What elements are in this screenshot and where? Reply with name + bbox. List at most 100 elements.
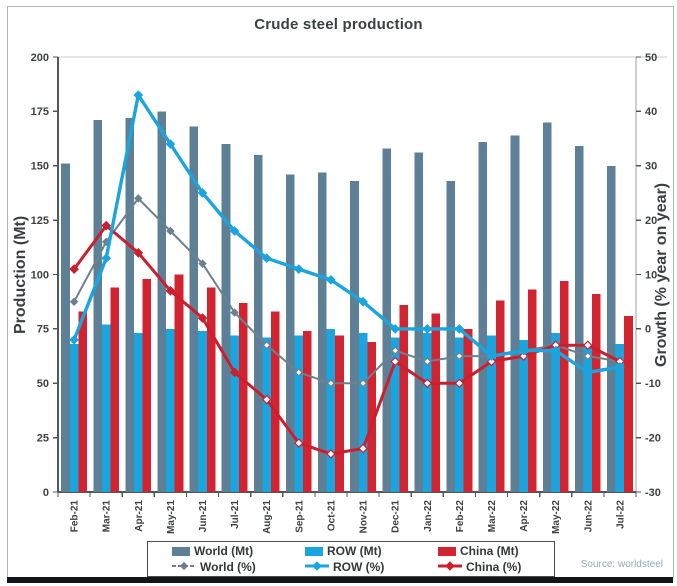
marker-diamond-icon — [550, 345, 561, 356]
bar — [446, 181, 456, 492]
china-mt-swatch-icon — [438, 546, 456, 556]
x-tick-label: Oct-21 — [326, 500, 337, 532]
x-tick-label: Dec-21 — [391, 500, 402, 533]
left-tick-label: 125 — [31, 215, 49, 227]
legend-label: World (%) — [200, 560, 256, 574]
bar — [390, 337, 400, 492]
marker-diamond-icon — [101, 220, 112, 231]
marker-diamond-icon — [326, 449, 336, 459]
bar — [271, 311, 280, 492]
bar — [157, 111, 167, 493]
marker-diamond-icon — [422, 378, 433, 389]
bottom-border — [7, 577, 673, 583]
marker-diamond-icon — [261, 394, 272, 405]
bar — [358, 333, 368, 492]
bar — [510, 135, 520, 493]
x-tick-label: May-22 — [551, 500, 562, 534]
bar — [303, 331, 312, 492]
bar — [463, 328, 473, 492]
marker-diamond-icon — [69, 297, 79, 306]
x-tick-label: Jul-21 — [230, 500, 241, 529]
world-pct-line-marker-icon — [172, 558, 196, 576]
marker-diamond-icon — [294, 368, 304, 377]
bar — [350, 181, 359, 492]
right-tick-label: 50 — [645, 52, 657, 64]
bar — [431, 313, 441, 492]
marker-diamond-icon — [486, 351, 497, 361]
bar — [527, 289, 537, 492]
legend-item-china-mt: China (Mt) — [438, 544, 571, 558]
bar — [583, 346, 593, 492]
x-tick-label: Jun-21 — [198, 500, 209, 533]
x-tick-label: Feb-22 — [455, 500, 466, 533]
marker-diamond-icon — [454, 324, 465, 334]
legend-box: World (Mt) ROW (Mt) China (Mt) World (%)… — [147, 541, 555, 577]
china-pct-line — [69, 220, 625, 459]
x-tick-label: Jan-22 — [423, 500, 434, 532]
bar — [326, 328, 336, 492]
marker-diamond-icon — [262, 340, 271, 350]
left-tick-label: 100 — [31, 269, 49, 281]
right-tick-label: 20 — [645, 215, 657, 227]
marker-diamond-icon — [486, 356, 497, 367]
bar — [478, 141, 488, 493]
marker-diamond-icon — [165, 285, 176, 296]
x-tick-label: Apr-22 — [519, 500, 530, 532]
left-axis-title: Production (Mt) — [12, 215, 29, 334]
bar — [238, 302, 248, 492]
bar — [487, 335, 496, 492]
line-path — [72, 93, 622, 375]
bar — [542, 122, 552, 493]
bar — [174, 274, 184, 492]
marker-diamond-icon — [293, 264, 304, 274]
bar — [125, 117, 134, 493]
left-tick-label: 0 — [43, 487, 49, 499]
x-tick-label: Jun-22 — [583, 500, 594, 533]
bar — [61, 163, 70, 492]
marker-diamond-icon — [133, 247, 144, 258]
right-tick-label: 0 — [645, 324, 651, 336]
marker-diamond-icon — [582, 367, 593, 378]
marker-diamond-icon — [358, 443, 368, 454]
bar — [93, 120, 102, 492]
chart-title: Crude steel production — [254, 16, 423, 33]
legend-item-world-pct: World (%) — [172, 558, 305, 576]
marker-diamond-icon — [583, 351, 593, 361]
marker-diamond-icon — [358, 296, 368, 307]
marker-diamond-icon — [293, 438, 304, 448]
bar — [495, 300, 505, 492]
bar — [78, 311, 87, 492]
left-tick-label: 150 — [31, 161, 49, 173]
marker-diamond-icon — [390, 356, 401, 367]
bar — [134, 333, 143, 492]
left-tick-label: 25 — [37, 432, 49, 444]
right-tick-label: -20 — [645, 432, 661, 444]
bar — [615, 344, 625, 492]
marker-diamond-icon — [69, 334, 79, 345]
marker-diamond-icon — [134, 194, 143, 203]
marker-diamond-icon — [165, 139, 176, 149]
legend-item-row-mt: ROW (Mt) — [305, 544, 438, 558]
bar — [253, 154, 263, 492]
marker-diamond-icon — [326, 379, 336, 388]
left-tick-label: 175 — [31, 106, 49, 118]
marker-diamond-icon — [390, 324, 401, 334]
x-tick-label: Feb-21 — [70, 500, 81, 533]
marker-diamond-icon — [518, 345, 529, 356]
right-tick-label: 10 — [645, 269, 657, 281]
marker-diamond-icon — [198, 259, 207, 268]
marker-diamond-icon — [518, 351, 529, 361]
legend-label: ROW (%) — [333, 560, 385, 574]
legend-item-world-mt: World (Mt) — [172, 544, 305, 558]
bar — [285, 174, 295, 492]
world-mt-swatch-icon — [172, 546, 190, 556]
legend-item-china-pct: China (%) — [438, 558, 571, 576]
x-tick-label: Mar-22 — [487, 500, 498, 533]
marker-diamond-icon — [101, 253, 112, 264]
bar — [198, 331, 207, 492]
line-path — [72, 224, 622, 456]
row-pct-line-marker-icon — [305, 558, 329, 576]
bar — [519, 339, 528, 493]
